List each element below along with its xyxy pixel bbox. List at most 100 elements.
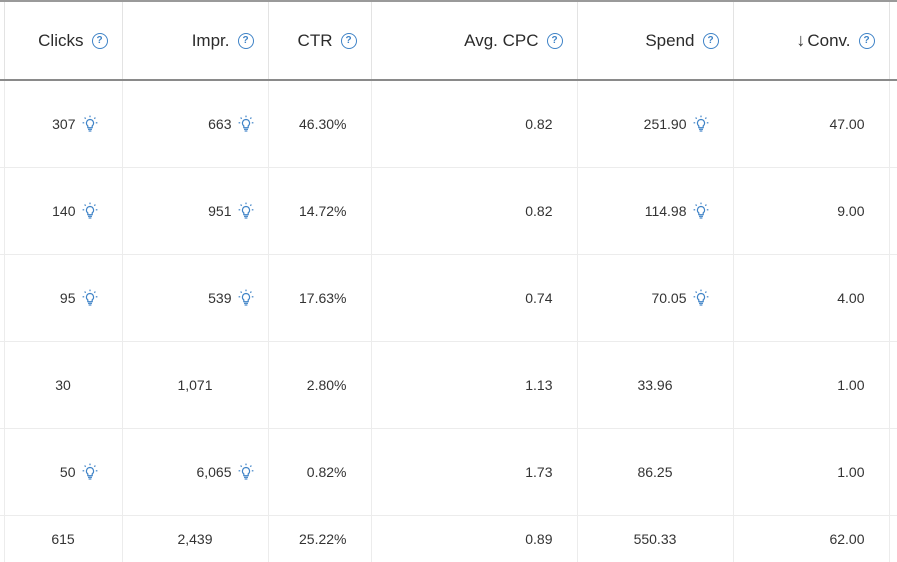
cell-clicks-value: 95 bbox=[59, 289, 76, 306]
column-header-label: Spend bbox=[645, 30, 695, 50]
cell-impr: 951 bbox=[122, 167, 269, 255]
total-impr-value: 2,439 bbox=[177, 530, 213, 547]
cell-avg-cpc-value: 0.82 bbox=[525, 115, 553, 132]
total-spend-value: 550.33 bbox=[633, 530, 677, 547]
cell-ctr: 0.82% bbox=[268, 428, 372, 516]
row-edge-right bbox=[889, 167, 897, 255]
cell-avg-cpc-value: 0.82 bbox=[525, 202, 553, 219]
cell-clicks-value: 140 bbox=[52, 202, 76, 219]
header-edge-left bbox=[0, 0, 5, 81]
row-edge-right bbox=[889, 515, 897, 562]
cell-spend: 86.25 bbox=[577, 428, 734, 516]
column-header-clicks[interactable]: Clicks ? bbox=[4, 0, 123, 81]
cell-ctr-value: 2.80% bbox=[306, 376, 347, 393]
table-row[interactable]: 30 1,071 2.80% 1.13 33.96 1.00 bbox=[0, 341, 897, 429]
cell-avg-cpc-value: 1.13 bbox=[525, 376, 553, 393]
cell-conv-value: 1.00 bbox=[837, 376, 865, 393]
row-edge-right bbox=[889, 254, 897, 342]
header-row: Clicks ? Impr. ? CTR ? Avg. CPC ? bbox=[0, 0, 897, 81]
column-header-label: Conv. bbox=[807, 31, 851, 50]
help-icon[interactable]: ? bbox=[237, 32, 254, 49]
cell-ctr-value: 46.30% bbox=[299, 115, 347, 132]
lightbulb-icon[interactable] bbox=[238, 463, 254, 481]
row-edge-right bbox=[889, 80, 897, 168]
row-edge-left bbox=[0, 80, 5, 168]
column-header-label: Impr. bbox=[191, 30, 230, 50]
cell-clicks: 307 bbox=[4, 80, 123, 168]
total-impr: 2,439 bbox=[122, 515, 269, 562]
help-icon[interactable]: ? bbox=[91, 32, 108, 49]
lightbulb-icon[interactable] bbox=[82, 289, 98, 307]
cell-spend-value: 251.90 bbox=[643, 115, 687, 132]
cell-impr: 6,065 bbox=[122, 428, 269, 516]
total-row: 615 2,439 25.22% 0.89 550.33 62.00 bbox=[0, 515, 897, 562]
cell-impr: 539 bbox=[122, 254, 269, 342]
row-edge-left bbox=[0, 254, 5, 342]
total-avg-cpc-value: 0.89 bbox=[525, 530, 553, 547]
row-edge-left bbox=[0, 167, 5, 255]
help-icon[interactable]: ? bbox=[340, 32, 357, 49]
cell-conv-value: 47.00 bbox=[829, 115, 865, 132]
cell-spend-value: 114.98 bbox=[644, 202, 687, 219]
column-header-label: Clicks bbox=[38, 30, 84, 50]
cell-conv-value: 1.00 bbox=[837, 463, 865, 480]
cell-avg-cpc: 0.82 bbox=[371, 167, 578, 255]
cell-spend: 114.98 bbox=[577, 167, 734, 255]
cell-avg-cpc: 1.73 bbox=[371, 428, 578, 516]
cell-ctr: 2.80% bbox=[268, 341, 372, 429]
row-edge-right bbox=[889, 428, 897, 516]
total-clicks-value: 615 bbox=[51, 530, 75, 547]
cell-clicks-value: 50 bbox=[59, 463, 76, 480]
total-conv-value: 62.00 bbox=[829, 530, 865, 547]
lightbulb-icon[interactable] bbox=[82, 202, 98, 220]
help-icon[interactable]: ? bbox=[702, 32, 719, 49]
table-row[interactable]: 50 6,065 0.82% 1.73 86.25 1.00 bbox=[0, 428, 897, 516]
header-edge-right bbox=[889, 0, 897, 81]
lightbulb-icon[interactable] bbox=[238, 202, 254, 220]
total-spend: 550.33 bbox=[577, 515, 734, 562]
cell-avg-cpc: 0.82 bbox=[371, 80, 578, 168]
cell-conv: 47.00 bbox=[733, 80, 890, 168]
cell-ctr: 17.63% bbox=[268, 254, 372, 342]
cell-impr: 663 bbox=[122, 80, 269, 168]
column-header-conv[interactable]: ↓ Conv. ? bbox=[733, 0, 890, 81]
cell-spend-value: 33.96 bbox=[637, 376, 673, 393]
column-header-avg-cpc[interactable]: Avg. CPC ? bbox=[371, 0, 578, 81]
cell-conv-value: 9.00 bbox=[837, 202, 865, 219]
lightbulb-icon[interactable] bbox=[82, 115, 98, 133]
cell-clicks-value: 30 bbox=[55, 376, 71, 393]
column-header-ctr[interactable]: CTR ? bbox=[268, 0, 372, 81]
column-header-label: CTR bbox=[297, 30, 333, 50]
help-icon[interactable]: ? bbox=[546, 32, 563, 49]
lightbulb-icon[interactable] bbox=[693, 289, 709, 307]
cell-avg-cpc: 0.74 bbox=[371, 254, 578, 342]
cell-impr: 1,071 bbox=[122, 341, 269, 429]
table-row[interactable]: 95 539 17.63% 0.74 70.05 bbox=[0, 254, 897, 342]
column-header-spend[interactable]: Spend ? bbox=[577, 0, 734, 81]
cell-ctr-value: 14.72% bbox=[299, 202, 347, 219]
table-row[interactable]: 307 663 46.30% 0.82 251.90 bbox=[0, 80, 897, 168]
table-row[interactable]: 140 951 14.72% 0.82 114.98 bbox=[0, 167, 897, 255]
lightbulb-icon[interactable] bbox=[238, 289, 254, 307]
cell-spend: 70.05 bbox=[577, 254, 734, 342]
cell-impr-value: 663 bbox=[208, 115, 232, 132]
total-avg-cpc: 0.89 bbox=[371, 515, 578, 562]
lightbulb-icon[interactable] bbox=[693, 115, 709, 133]
lightbulb-icon[interactable] bbox=[82, 463, 98, 481]
cell-conv: 1.00 bbox=[733, 341, 890, 429]
cell-ctr-value: 0.82% bbox=[306, 463, 347, 480]
cell-impr-value: 1,071 bbox=[177, 376, 213, 393]
row-edge-left bbox=[0, 341, 5, 429]
help-icon[interactable]: ? bbox=[858, 32, 875, 49]
total-conv: 62.00 bbox=[733, 515, 890, 562]
cell-impr-value: 6,065 bbox=[196, 463, 232, 480]
cell-spend: 251.90 bbox=[577, 80, 734, 168]
cell-clicks: 95 bbox=[4, 254, 123, 342]
lightbulb-icon[interactable] bbox=[238, 115, 254, 133]
lightbulb-icon[interactable] bbox=[693, 202, 709, 220]
sort-descending-icon: ↓ bbox=[796, 30, 806, 50]
column-header-impr[interactable]: Impr. ? bbox=[122, 0, 269, 81]
cell-spend: 33.96 bbox=[577, 341, 734, 429]
